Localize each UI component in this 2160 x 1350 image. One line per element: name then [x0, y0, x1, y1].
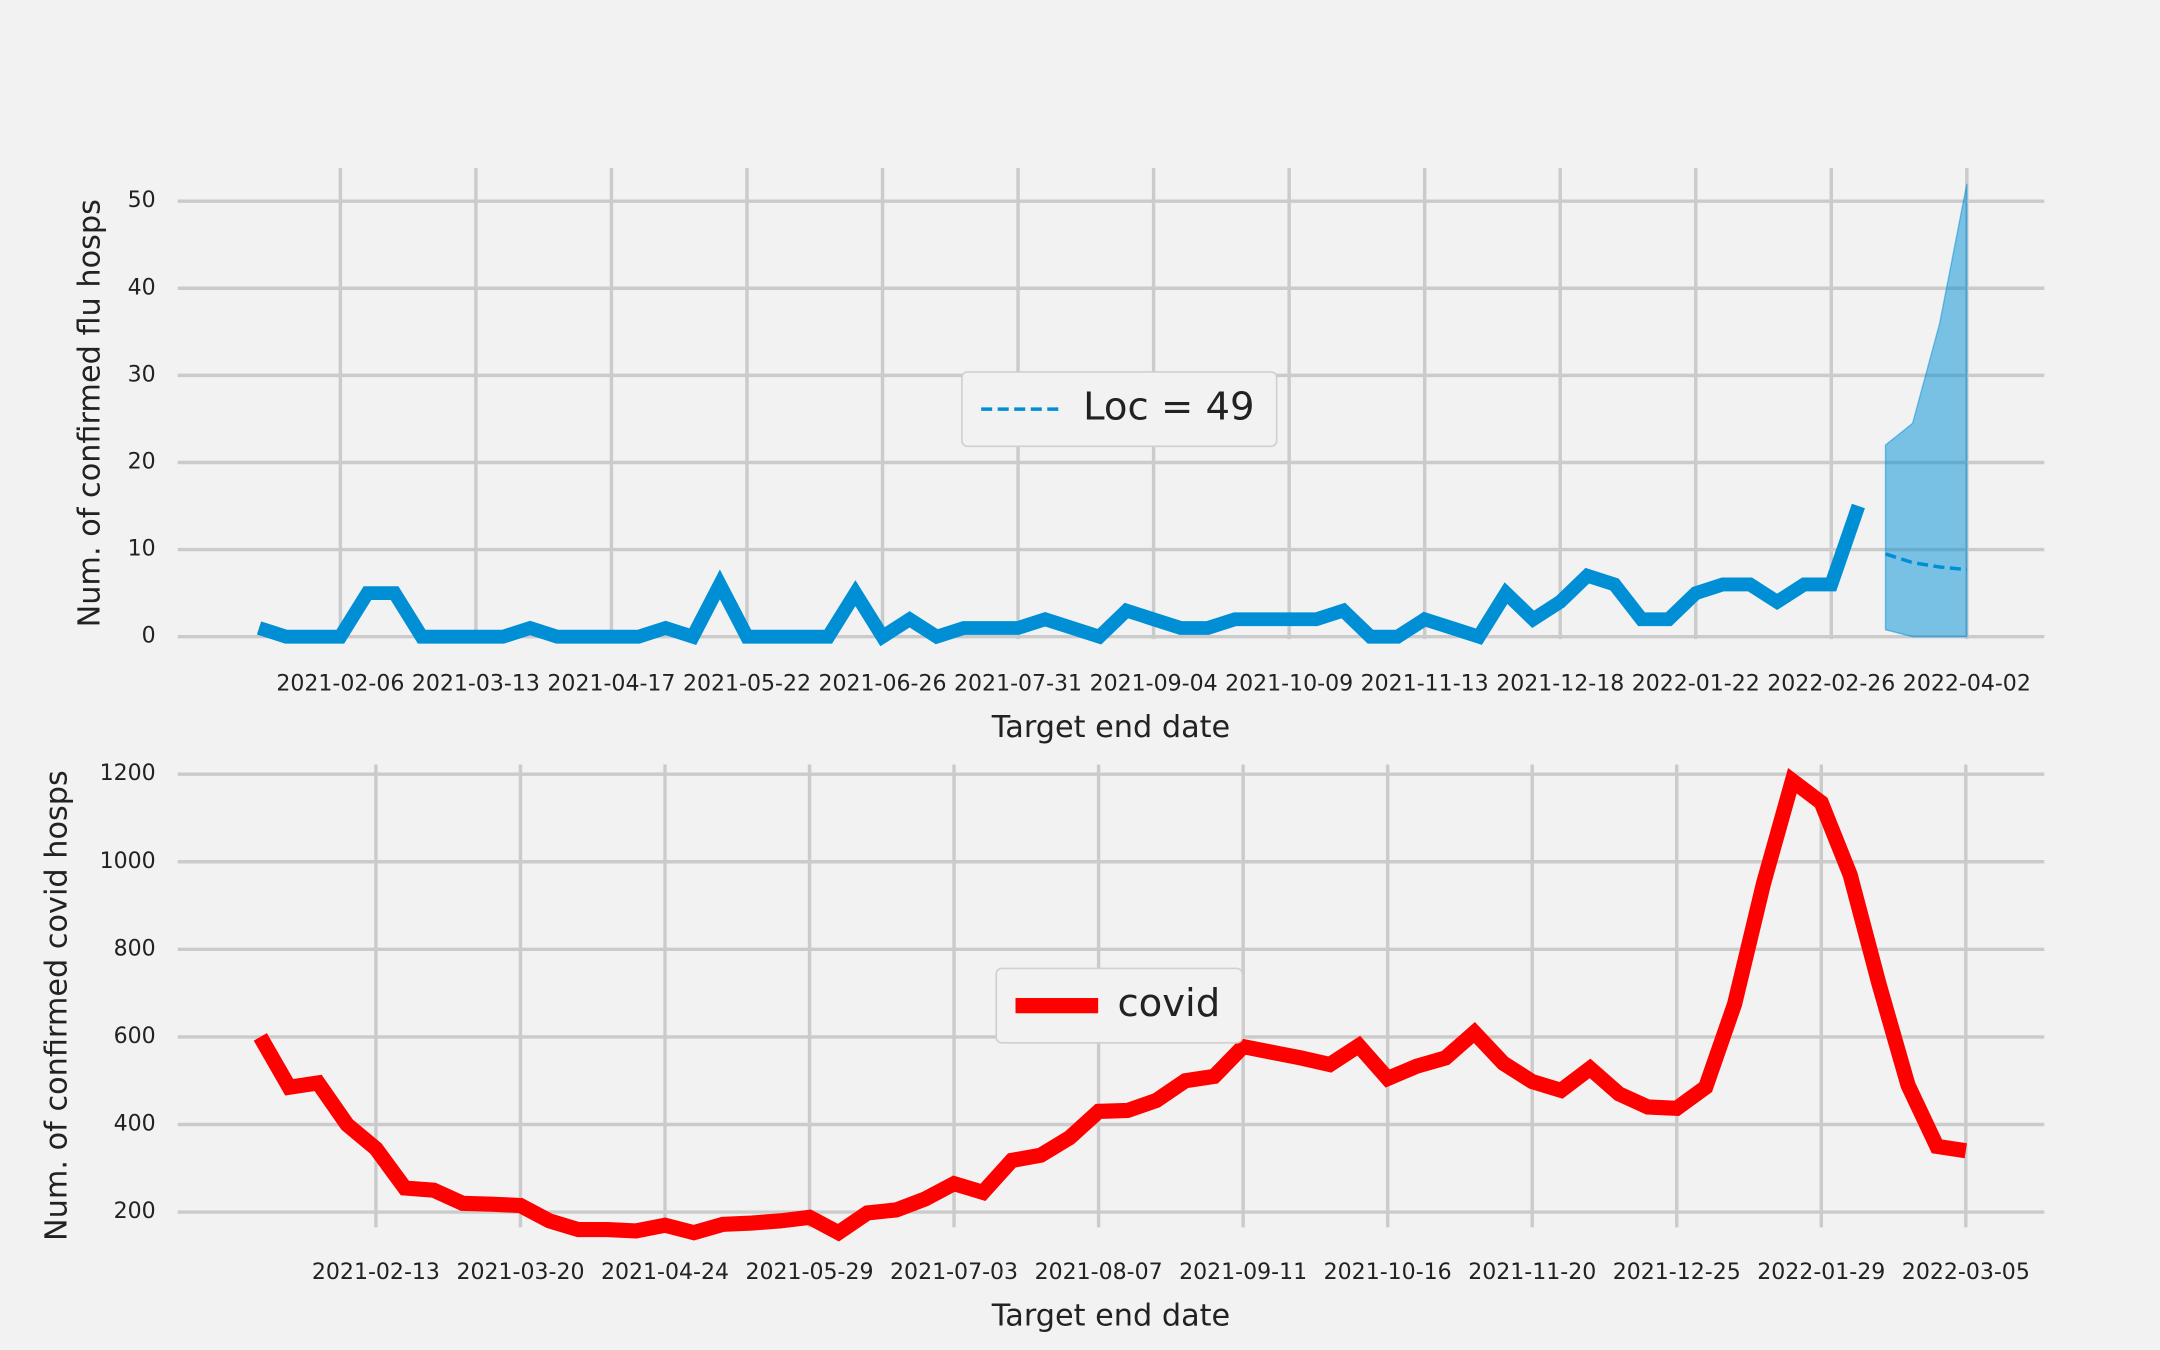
x-tick-label: 2021-09-11 [1179, 1260, 1307, 1285]
series-line [256, 503, 1865, 647]
y-tick-label: 40 [128, 275, 156, 300]
x-tick-label: 2021-10-16 [1324, 1260, 1452, 1285]
y-tick-label: 10 [128, 537, 156, 562]
x-tick-label: 2021-11-20 [1468, 1260, 1596, 1285]
legend: covid [995, 967, 1244, 1044]
x-tick-label: 2021-07-31 [954, 672, 1082, 697]
x-tick-label: 2021-09-04 [1090, 672, 1218, 697]
legend-label: covid [1117, 981, 1220, 1026]
x-tick-label: 2021-02-13 [312, 1260, 440, 1285]
y-tick-label: 200 [114, 1199, 156, 1224]
x-tick-label: 2022-01-29 [1757, 1260, 1885, 1285]
x-axis-label: Target end date [991, 1298, 1230, 1333]
x-tick-label: 2021-05-29 [746, 1260, 874, 1285]
y-tick-label: 1000 [100, 849, 156, 874]
y-tick-label: 400 [114, 1112, 156, 1137]
y-tick-label: 20 [128, 449, 156, 474]
x-tick-label: 2021-04-17 [547, 672, 675, 697]
x-tick-label: 2022-04-02 [1903, 672, 2031, 697]
x-tick-label: 2021-06-26 [818, 672, 946, 697]
x-tick-label: 2021-02-06 [276, 672, 404, 697]
legend-box [995, 967, 1244, 1044]
series-line [253, 767, 1967, 1242]
x-tick-label: 2022-01-22 [1632, 672, 1760, 697]
forecast-band [1884, 183, 1968, 638]
x-tick-label: 2021-04-24 [601, 1260, 729, 1285]
x-tick-label: 2021-07-03 [890, 1260, 1018, 1285]
y-axis-label: Num. of confirmed flu hosps [72, 199, 107, 627]
x-tick-label: 2021-03-13 [412, 672, 540, 697]
y-tick-label: 0 [142, 624, 156, 649]
y-tick-label: 800 [114, 936, 156, 961]
legend-box [961, 371, 1278, 448]
x-tick-label: 2022-03-05 [1902, 1260, 2030, 1285]
legend: Loc = 49 [961, 371, 1278, 448]
x-tick-label: 2021-08-07 [1035, 1260, 1163, 1285]
x-tick-label: 2022-02-26 [1767, 672, 1895, 697]
y-axis-label: Num. of confirmed covid hosps [39, 770, 74, 1241]
x-tick-label: 2021-12-25 [1613, 1260, 1741, 1285]
y-tick-label: 30 [128, 362, 156, 387]
y-tick-label: 50 [128, 188, 156, 213]
x-tick-label: 2021-05-22 [683, 672, 811, 697]
y-tick-label: 600 [114, 1024, 156, 1049]
x-tick-label: 2021-03-20 [456, 1260, 584, 1285]
x-tick-label: 2021-12-18 [1496, 672, 1624, 697]
legend-label: Loc = 49 [1083, 385, 1254, 430]
y-tick-label: 1200 [100, 761, 156, 786]
forecast-line [1884, 552, 1968, 572]
x-tick-label: 2021-11-13 [1361, 672, 1489, 697]
x-tick-label: 2021-10-09 [1225, 672, 1353, 697]
x-axis-label: Target end date [991, 710, 1230, 745]
